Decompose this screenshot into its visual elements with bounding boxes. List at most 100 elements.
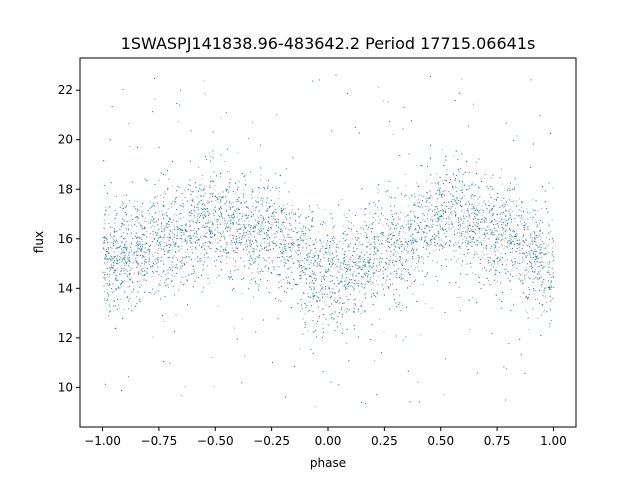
data-point [343,214,345,216]
data-point [503,240,505,242]
data-point [248,207,250,209]
data-point [488,234,490,236]
data-point [495,224,497,226]
data-point [178,121,180,123]
data-point [432,224,434,225]
data-point [206,202,208,204]
data-point [452,187,454,188]
data-point [291,209,293,211]
data-point [326,296,328,298]
data-point [475,274,476,275]
data-point [224,219,225,221]
data-point [507,259,508,261]
data-point [152,256,154,258]
data-point [181,245,183,247]
data-point [216,219,218,221]
data-point [280,279,282,281]
data-point [526,312,528,314]
data-point [546,236,548,238]
data-point [281,231,283,233]
data-point [108,314,109,316]
data-point [172,239,173,241]
data-point [497,242,499,244]
data-point [173,276,175,277]
data-point [394,218,396,220]
data-point [173,225,175,227]
data-point [259,232,261,234]
data-point [521,223,522,225]
data-point [276,230,277,232]
data-point [304,266,306,268]
data-point [414,202,416,204]
data-point [486,249,488,251]
data-point [234,210,235,211]
data-point [203,225,205,226]
data-point [129,200,130,201]
data-point [327,270,328,272]
data-point [233,235,234,237]
data-point [302,266,304,267]
data-point [348,243,349,245]
data-point [110,266,112,268]
data-point [299,260,301,262]
data-point [475,213,477,215]
data-point [499,299,500,301]
data-point [463,236,465,237]
data-point [345,288,347,290]
data-point [283,242,285,244]
data-point [104,278,106,280]
data-point [389,259,391,261]
data-point [526,273,528,275]
data-point [332,257,334,259]
data-point [328,270,329,272]
data-point [201,178,203,180]
data-point [119,256,120,257]
data-point [216,221,218,222]
data-point [359,256,360,258]
data-point [371,238,373,240]
data-point [139,238,140,239]
data-point [274,173,276,175]
data-point [210,176,211,178]
data-point [205,251,207,253]
data-point [106,289,108,291]
data-point [484,233,486,235]
data-point [429,252,430,254]
data-point [462,197,463,198]
data-point [180,248,182,250]
data-point [472,272,474,274]
data-point [476,209,478,210]
data-point [133,252,134,254]
data-point [307,255,309,257]
data-point [338,297,340,299]
data-point [203,80,205,82]
data-point [218,214,219,216]
data-point [475,229,476,230]
data-point [232,247,233,249]
data-point [342,225,344,227]
data-point [501,221,503,223]
data-point [134,258,136,259]
data-point [522,301,524,303]
data-point [391,237,393,238]
data-point [435,221,437,222]
data-point [398,216,399,218]
data-point [237,152,239,154]
data-point [253,278,255,279]
data-point [287,279,288,281]
data-point [304,302,305,304]
data-point [109,306,111,308]
data-point [349,274,351,276]
data-point [117,247,119,249]
data-point [443,394,445,396]
data-point [534,238,535,239]
data-point [281,213,283,215]
data-point [544,309,545,311]
data-point [110,232,112,234]
data-point [398,244,400,246]
data-point [521,217,523,218]
data-point [180,218,182,219]
data-point [238,181,240,182]
data-point [361,301,363,303]
data-point [104,299,106,301]
